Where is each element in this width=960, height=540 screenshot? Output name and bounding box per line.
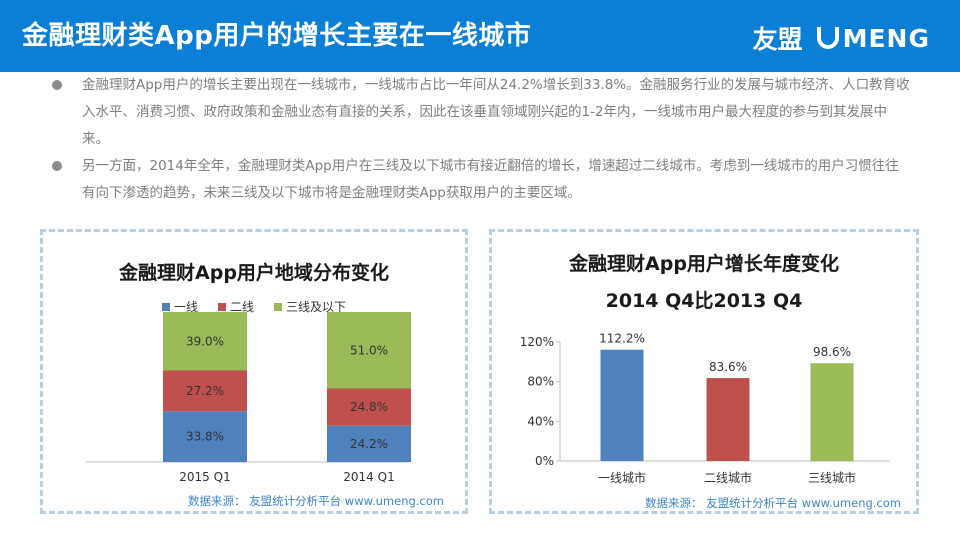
umeng-logo: 友盟 MENG [753,20,930,56]
legend-swatch [274,302,282,311]
data-label: 83.6% [709,360,747,374]
data-label: 27.2% [186,384,224,398]
data-label: 33.8% [186,430,224,444]
umeng-u-icon [816,27,839,49]
chart-title: 金融理财App用户地域分布变化 [119,262,389,284]
x-tick-label: 三线城市 [808,470,856,485]
legend-swatch [161,302,170,311]
bullet-item: 另一方面，2014年全年，金融理财类App用户在三线及以下城市有接近翻倍的增长，… [52,153,912,207]
legend-label: 三线及以下 [286,300,347,314]
data-label: 24.2% [350,437,388,451]
bar-segment [163,370,247,412]
legend-item: 一线 [161,298,198,315]
legend-swatch [217,302,226,311]
x-tick-label: 2014 Q1 [343,470,394,484]
page-title: 金融理财类App用户的增长主要在一线城市 [22,21,532,51]
legend-item: 三线及以下 [274,298,346,315]
data-source: 数据来源： 友盟统计分析平台 www.umeng.com [188,494,444,508]
logo-en-text: MENG [842,23,930,53]
y-tick-label: 40% [527,414,554,428]
x-tick-label: 二线城市 [704,470,752,485]
y-tick-label: 0% [535,454,554,468]
bar [810,363,854,461]
bar-segment [327,388,411,426]
bullet-dot-icon [52,161,62,171]
y-tick-label: 120% [520,335,554,349]
logo-cn-text: 友盟 [752,25,803,54]
data-label: 24.8% [350,400,388,414]
data-label: 98.6% [813,345,851,359]
data-label: 51.0% [350,343,388,357]
region-distribution-panel: 金融理财App用户地域分布变化 一线 二线 三线及以下 33.8% 27.2% 39… [40,229,468,514]
bar [706,378,750,461]
bar [600,349,644,461]
chart-subtitle: 2014 Q4比2013 Q4 [605,290,803,312]
bullet-list: 金融理财App用户的增长主要出现在一线城市，一线城市占比一年间从24.2%增长到… [52,72,912,207]
bar-segment [327,425,411,462]
legend-item: 二线 [217,298,254,315]
growth-panel: 金融理财App用户增长年度变化 2014 Q4比2013 Q4 0% 40% 80%… [489,229,919,514]
growth-bar-chart: 0% 40% 80% 120% 112.2% 一线城市 83.6% 二线城市 98.6% 三线城市 [520,332,890,485]
stacked-bar-chart: 33.8% 27.2% 39.0% 2015 Q1 24.2% 24.8% 51.0% 201… [86,312,411,484]
bar-segment [163,312,247,371]
y-tick-label: 80% [527,375,554,389]
bullet-text: 金融理财App用户的增长主要出现在一线城市，一线城市占比一年间从24.2%增长到… [82,77,910,147]
bullet-dot-icon [52,80,62,90]
legend-label: 二线 [229,300,254,314]
legend-label: 一线 [173,300,198,314]
header-bar: 金融理财类App用户的增长主要在一线城市 友盟 MENG [0,0,960,72]
data-label: 112.2% [599,332,645,346]
chart-title: 金融理财App用户增长年度变化 [569,253,839,275]
data-source: 数据来源： 友盟统计分析平台 www.umeng.com [645,496,901,510]
bullet-item: 金融理财App用户的增长主要出现在一线城市，一线城市占比一年间从24.2%增长到… [52,72,912,153]
bullet-text: 另一方面，2014年全年，金融理财类App用户在三线及以下城市有接近翻倍的增长，… [82,158,899,201]
bar-segment [163,411,247,462]
chart-legend: 一线 二线 三线及以下 [43,298,465,315]
x-tick-label: 2015 Q1 [179,470,230,484]
bar-segment [327,312,411,389]
data-label: 39.0% [186,334,224,348]
x-tick-label: 一线城市 [598,470,646,485]
